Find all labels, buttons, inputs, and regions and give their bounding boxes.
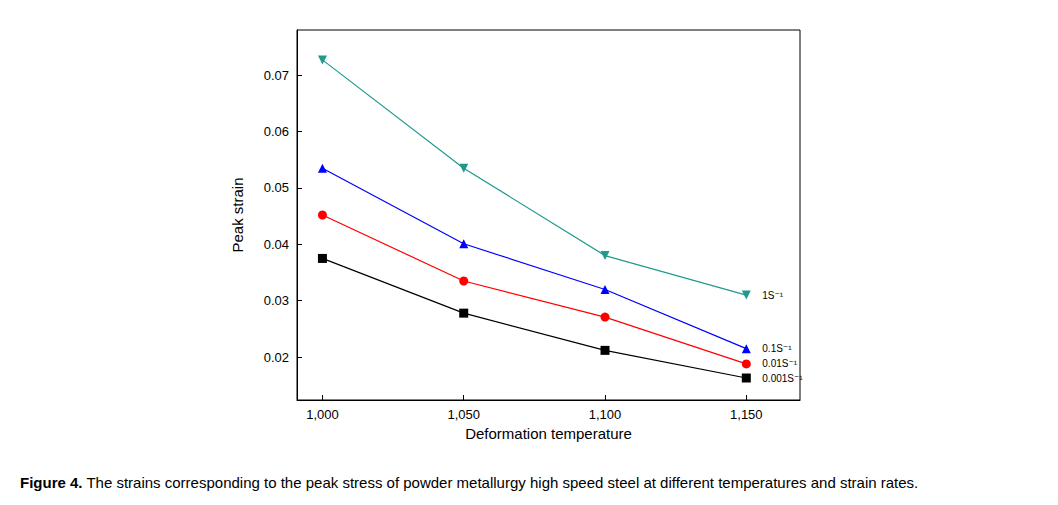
svg-text:1,000: 1,000 [306, 407, 339, 422]
svg-text:Peak strain: Peak strain [229, 177, 246, 252]
svg-text:0.03: 0.03 [264, 293, 289, 308]
svg-text:Deformation temperature: Deformation temperature [465, 425, 632, 442]
svg-text:0.07: 0.07 [264, 68, 289, 83]
svg-text:1S⁻¹: 1S⁻¹ [762, 290, 784, 301]
html-text:Figure 4. The strains correspo: Figure 4. The strains corresponding to t… [20, 474, 919, 491]
svg-text:0.06: 0.06 [264, 124, 289, 139]
svg-text:0.04: 0.04 [264, 237, 289, 252]
svg-text:1,100: 1,100 [589, 407, 622, 422]
svg-text:0.001S⁻¹: 0.001S⁻¹ [762, 373, 803, 384]
svg-text:0.05: 0.05 [264, 180, 289, 195]
svg-text:1,150: 1,150 [730, 407, 763, 422]
svg-text:0.01S⁻¹: 0.01S⁻¹ [762, 358, 797, 369]
svg-text:1,050: 1,050 [447, 407, 480, 422]
svg-text:0.02: 0.02 [264, 350, 289, 365]
svg-text:0.1S⁻¹: 0.1S⁻¹ [762, 343, 792, 354]
